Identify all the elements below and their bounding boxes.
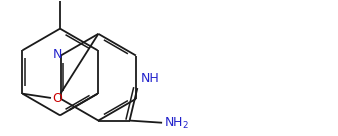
Text: NH$_2$: NH$_2$ <box>164 116 189 131</box>
Text: O: O <box>52 92 62 105</box>
Text: NH: NH <box>141 72 160 85</box>
Text: N: N <box>53 48 62 61</box>
